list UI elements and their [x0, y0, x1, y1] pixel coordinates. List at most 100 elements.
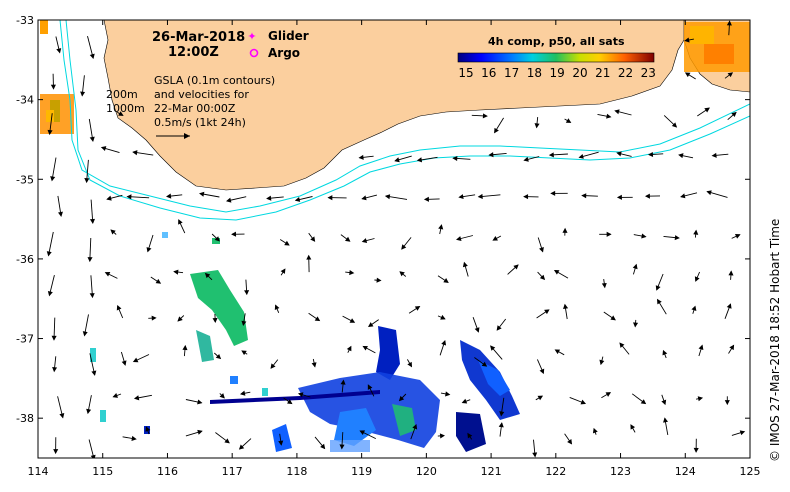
velocity-arrow-head [47, 291, 53, 297]
velocity-arrow-head [443, 278, 449, 283]
velocity-arrow-head [523, 194, 529, 200]
velocity-arrow-head [199, 191, 205, 197]
velocity-arrow-head [362, 345, 368, 351]
velocity-arrow-head [610, 315, 616, 321]
colorbar-tick-label: 17 [504, 66, 519, 80]
velocity-arrow-head [414, 305, 421, 311]
velocity-arrow-head [59, 412, 65, 419]
velocity-arrow-head [412, 423, 418, 430]
colorbar-tick-label: 21 [595, 66, 610, 80]
velocity-arrow-head [166, 193, 172, 199]
velocity-arrow-head [565, 118, 572, 123]
velocity-arrow-head [513, 264, 519, 270]
velocity-arrow-head [226, 197, 232, 203]
velocity-arrow-head [461, 398, 468, 404]
glider-marker-icon: ✦ [247, 30, 256, 43]
velocity-arrow-head [238, 444, 245, 450]
velocity-arrow-head [126, 194, 132, 200]
velocity-arrow-head [498, 422, 504, 428]
velocity-arrow-head [539, 247, 544, 253]
velocity-arrow-head [58, 211, 63, 217]
velocity-arrow-head [441, 339, 447, 346]
velocity-arrow-head [51, 335, 57, 341]
velocity-arrow-head [133, 395, 140, 401]
velocity-arrow-head [314, 316, 321, 322]
velocity-arrow-head [344, 236, 351, 242]
velocity-arrow-head [691, 305, 697, 311]
velocity-arrow-head [539, 368, 545, 375]
colorbar-tick-label: 15 [458, 66, 473, 80]
gsla-line-1: GSLA (0.1m contours) [154, 74, 275, 87]
x-tick-label: 123 [610, 465, 631, 478]
colorbar-title: 4h comp, p50, all sats [488, 35, 625, 48]
velocity-arrow-head [456, 236, 462, 242]
velocity-arrow-head [532, 452, 538, 458]
velocity-arrow-head [82, 331, 88, 337]
imos-credit: © IMOS 27-Mar-2018 18:52 Hobart Time [768, 219, 782, 462]
velocity-arrow-head [680, 193, 686, 199]
velocity-arrow-head [494, 127, 499, 134]
x-tick-label: 116 [157, 465, 178, 478]
velocity-arrow-head [563, 303, 569, 309]
x-tick-label: 124 [675, 465, 696, 478]
velocity-arrow-head [50, 84, 56, 90]
velocity-arrow-head [445, 391, 451, 397]
velocity-arrow-head [204, 272, 211, 279]
colorbar: 4h comp, p50, all sats 15 16 17 18 19 20 21 22 2… [457, 35, 656, 80]
gsla-line-3: 22-Mar 00:00Z [154, 102, 236, 115]
velocity-arrow-head [729, 344, 735, 351]
velocity-arrow-head [287, 399, 293, 405]
colorbar-tick-label: 22 [618, 66, 633, 80]
x-tick-label: 120 [416, 465, 437, 478]
velocity-arrow-head [145, 426, 151, 432]
y-tick-label: -36 [16, 253, 34, 266]
velocity-arrow-head [523, 156, 529, 162]
velocity-arrow-head [684, 72, 691, 78]
argo-label: Argo [268, 46, 300, 60]
scale-arrow-head [184, 133, 190, 139]
velocity-arrow-head [641, 233, 647, 239]
velocity-arrow-head [294, 196, 301, 202]
velocity-arrow-head [477, 193, 483, 199]
velocity-arrow-head [492, 236, 498, 241]
velocity-arrow-head [358, 154, 364, 160]
velocity-arrow-head [633, 322, 639, 328]
velocity-arrow-head [224, 438, 230, 444]
velocity-arrow-head [106, 195, 112, 201]
velocity-arrows [46, 20, 746, 458]
isobath-1000m [65, 20, 750, 221]
velocity-arrow-head [439, 433, 445, 439]
velocity-arrow-head [616, 194, 622, 200]
velocity-arrow-head [284, 240, 290, 246]
x-tick-label: 119 [351, 465, 372, 478]
velocity-arrow-head [349, 270, 355, 276]
velocity-arrow-head [401, 244, 407, 250]
velocity-arrow-head [553, 270, 560, 275]
velocity-arrow-head [131, 435, 137, 441]
argo-marker-icon [249, 48, 259, 58]
x-tick-label: 125 [740, 465, 761, 478]
velocity-arrow-head [266, 195, 272, 201]
velocity-arrow-head [132, 150, 138, 156]
isobath-200m-label: 200m [106, 88, 138, 101]
gsla-note: GSLA (0.1m contours) and velocities for … [154, 74, 275, 139]
velocity-arrow-head [599, 359, 605, 366]
velocity-arrow-head [739, 430, 746, 436]
velocity-arrow-head [89, 293, 95, 299]
x-tick-label: 114 [28, 465, 49, 478]
velocity-arrow-head [56, 48, 62, 54]
velocity-arrow-head [726, 303, 732, 309]
velocity-arrow-head [399, 271, 405, 277]
velocity-arrow-head [84, 177, 90, 184]
velocity-arrow-head [87, 257, 93, 263]
velocity-arrow-head [100, 146, 107, 152]
velocity-arrow-head [367, 384, 373, 390]
velocity-arrow-head [678, 153, 684, 159]
velocity-arrow-head [407, 361, 412, 368]
velocity-arrow-head [632, 263, 638, 270]
velocity-arrow-head [398, 395, 405, 402]
x-tick-label: 121 [481, 465, 502, 478]
velocity-arrow-head [349, 318, 356, 323]
velocity-arrow-head [327, 195, 333, 201]
velocity-arrow-head [592, 427, 598, 434]
